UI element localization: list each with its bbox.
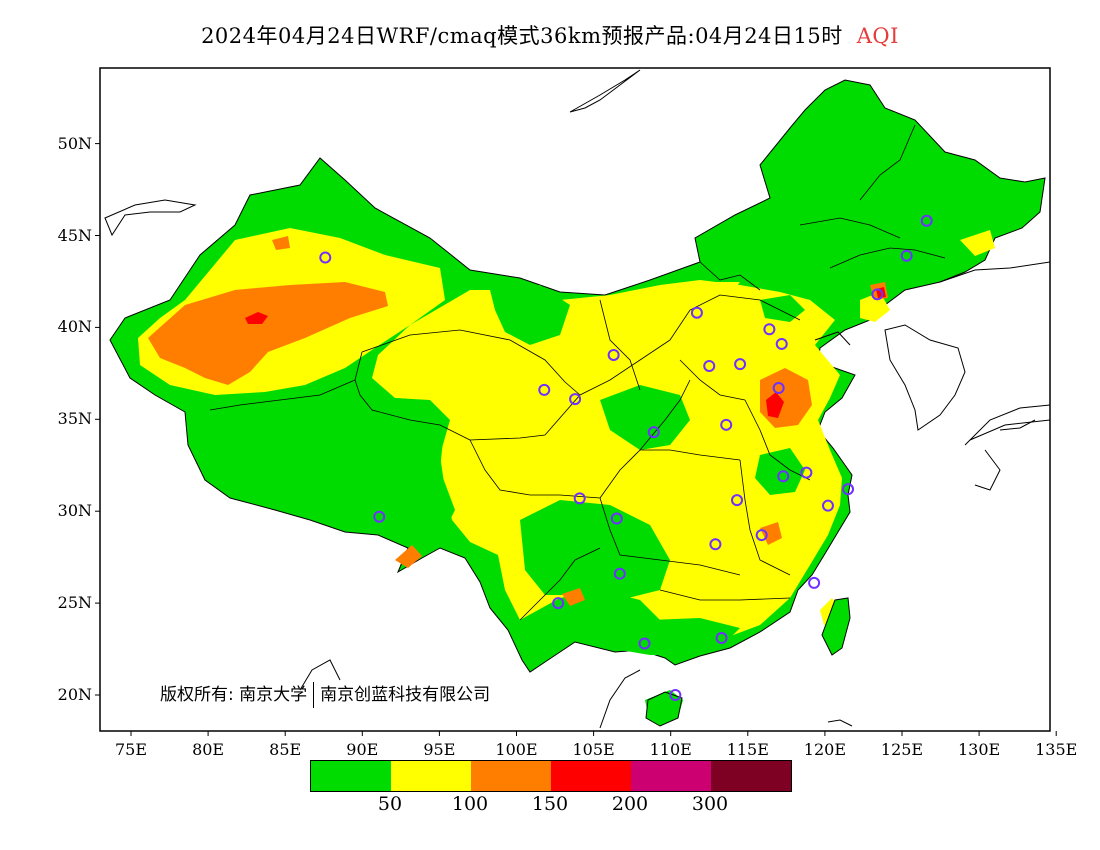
colorbar-swatch: [471, 761, 551, 791]
colorbar-swatch: [631, 761, 711, 791]
latitude-label: 40N: [57, 317, 92, 337]
station-marker: [647, 426, 660, 439]
colorbar-tick-label: 50: [377, 793, 403, 815]
latitude-label: 30N: [57, 501, 92, 521]
colorbar-tick-label: 150: [531, 793, 569, 815]
copyright-notice: 版权所有: 南京大学 南京创蓝科技有限公司: [160, 680, 490, 708]
station-marker: [552, 597, 565, 610]
latitude-label: 25N: [57, 593, 92, 613]
latitude-label: 20N: [57, 685, 92, 704]
station-marker: [734, 358, 747, 371]
monitoring-stations: [319, 214, 933, 701]
station-marker: [690, 306, 703, 319]
longitude-label: 110E: [649, 740, 692, 759]
station-marker: [800, 466, 813, 479]
station-marker: [373, 510, 386, 523]
colorbar-tick-label: 100: [451, 793, 489, 815]
station-marker: [607, 348, 620, 361]
title-variable: AQI: [856, 24, 899, 48]
station-marker: [777, 470, 790, 483]
copyright-divider: [313, 682, 315, 708]
copyright-part2: 南京创蓝科技有限公司: [320, 685, 491, 705]
station-marker: [763, 323, 776, 336]
station-marker: [319, 251, 332, 264]
map-frame: [99, 67, 1051, 732]
station-marker: [775, 337, 788, 350]
colorbar-tick-label: 300: [691, 793, 729, 815]
longitude-label: 135E: [1035, 740, 1078, 759]
colorbar-swatch: [551, 761, 631, 791]
station-marker: [755, 529, 768, 542]
station-marker: [720, 418, 733, 431]
copyright-part1: 版权所有: 南京大学: [160, 685, 308, 705]
map-title: 2024年04月24日WRF/cmaq模式36km预报产品:04月24日15时 A…: [0, 20, 1100, 50]
station-marker: [703, 359, 716, 372]
longitude-label: 95E: [423, 740, 456, 759]
title-text: 2024年04月24日WRF/cmaq模式36km预报产品:04月24日15时: [201, 24, 843, 48]
latitude-label: 35N: [57, 409, 92, 429]
station-marker: [613, 567, 626, 580]
station-marker: [842, 483, 855, 496]
colorbar-swatch: [391, 761, 471, 791]
colorbar-swatch: [311, 761, 391, 791]
longitude-label: 105E: [572, 740, 615, 759]
colorbar-swatch: [711, 761, 791, 791]
taiwan-island: [821, 597, 851, 656]
colorbar-tick-label: 200: [611, 793, 649, 815]
longitude-label: 125E: [880, 740, 924, 759]
province-borders: [209, 124, 946, 621]
hainan-island: [645, 691, 683, 727]
longitude-label: 80E: [192, 740, 225, 759]
station-marker: [573, 492, 586, 505]
map-content: [104, 69, 1050, 729]
station-marker: [538, 383, 551, 396]
station-marker: [638, 637, 651, 650]
axis-ticks: [95, 143, 1057, 736]
longitude-label: 85E: [269, 740, 302, 759]
station-marker: [569, 393, 582, 406]
longitude-label: 75E: [114, 740, 148, 759]
station-marker: [772, 382, 785, 395]
longitude-label: 130E: [957, 740, 1001, 759]
station-marker: [821, 499, 834, 512]
station-marker: [610, 512, 623, 525]
latitude-label: 50N: [57, 133, 92, 153]
neighbor-coastlines: [104, 69, 1050, 729]
station-marker: [731, 494, 744, 507]
longitude-label: 115E: [726, 740, 769, 759]
aqi-colorbar: [310, 760, 792, 792]
longitude-label: 120E: [803, 740, 846, 759]
station-marker: [715, 632, 728, 645]
station-marker: [808, 576, 821, 589]
longitude-label: 90E: [346, 740, 379, 759]
latitude-label: 45N: [57, 225, 92, 245]
station-marker: [900, 249, 913, 262]
station-marker: [871, 288, 884, 301]
good-patches: [340, 285, 805, 725]
longitude-label: 100E: [495, 740, 538, 759]
station-marker: [669, 689, 682, 701]
station-marker: [920, 214, 933, 227]
station-marker: [709, 538, 722, 551]
